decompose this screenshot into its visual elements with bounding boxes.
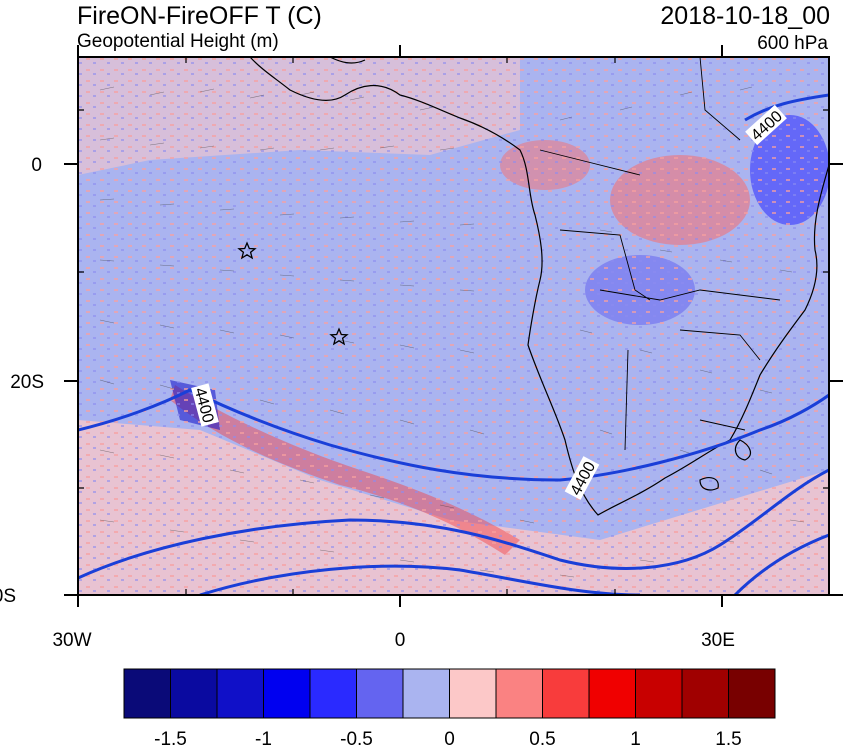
pressure-level: 600 hPa xyxy=(757,33,828,54)
colorbar-box-9 xyxy=(542,668,590,719)
colorbar-label-3: 0 xyxy=(444,729,455,750)
contour-lower-b xyxy=(199,564,641,595)
small-border xyxy=(699,477,719,491)
plot-title: FireON-FireOFF T (C) xyxy=(77,2,322,30)
site-markers xyxy=(237,241,349,346)
colorbar-box-11 xyxy=(635,668,683,719)
colorbar-label-2: -0.5 xyxy=(340,729,373,750)
colorbar-label-0: -1.5 xyxy=(154,729,187,750)
star-marker-2 xyxy=(329,327,349,346)
x-tick-0: 0 xyxy=(395,630,406,651)
colorbar-label-1: -1 xyxy=(255,729,272,750)
colorbar-label-5: 1 xyxy=(630,729,641,750)
colorbar-box-3 xyxy=(263,668,311,719)
y-tick-40s: 40S xyxy=(0,586,16,607)
plot-subtitle: Geopotential Height (m) xyxy=(77,31,279,52)
contour-4400-north xyxy=(744,93,829,122)
x-tick-30w: 30W xyxy=(52,630,91,651)
contour-4400-a xyxy=(78,388,829,482)
y-tick-0: 0 xyxy=(31,155,42,176)
lesotho xyxy=(734,439,752,461)
colorbar-label-6: 1.5 xyxy=(715,729,741,750)
contour-lower-c xyxy=(733,533,829,595)
coastlines xyxy=(249,57,829,516)
axis-ticks xyxy=(64,45,843,607)
colorbar-box-10 xyxy=(588,668,636,719)
colorbar-label-4: 0.5 xyxy=(529,729,555,750)
field-texture xyxy=(78,57,829,595)
map-frame xyxy=(77,56,830,596)
axis-labels: 30W 0 30E 0 20S 40S xyxy=(0,155,735,651)
colorbar-box-13 xyxy=(728,668,776,719)
contour-label-box xyxy=(745,104,787,146)
geopotential-contours xyxy=(78,93,829,595)
y-tick-20s: 20S xyxy=(10,372,44,393)
colorbar-box-12 xyxy=(681,668,729,719)
x-tick-30e: 30E xyxy=(701,630,735,651)
contour-label-box xyxy=(564,456,600,500)
colorbar-box-5 xyxy=(356,668,404,719)
contour-lower-a xyxy=(78,468,829,580)
colorbar-box-8 xyxy=(495,668,543,719)
africa-coastline xyxy=(249,57,829,516)
colorbar-box-7 xyxy=(449,668,497,719)
plot-datetime: 2018-10-18_00 xyxy=(660,2,830,30)
colorbar-box-1 xyxy=(170,668,218,719)
colorbar-labels: -1.5 -1 -0.5 0 0.5 1 1.5 xyxy=(154,729,742,750)
north-coast xyxy=(329,57,366,64)
country-borders xyxy=(539,57,781,451)
colorbar-box-6 xyxy=(402,668,450,719)
map-field: 4400 4400 4400 xyxy=(78,57,829,595)
colorbar-box-0 xyxy=(123,668,171,719)
colorbar-box-4 xyxy=(309,668,357,719)
colorbar-box-2 xyxy=(216,668,264,719)
contour-label-box xyxy=(191,383,219,427)
colorbar-boxes xyxy=(123,668,776,719)
star-marker-1 xyxy=(237,241,257,260)
